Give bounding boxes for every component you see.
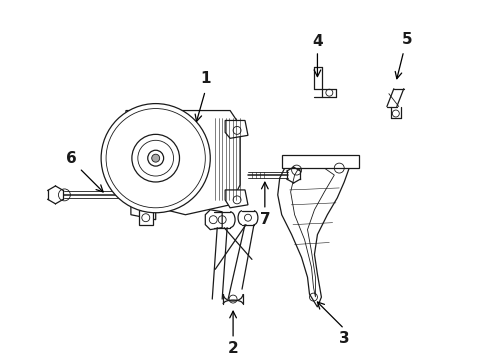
Text: 1: 1 <box>200 71 211 86</box>
Polygon shape <box>282 155 359 168</box>
Circle shape <box>132 134 179 182</box>
Text: 5: 5 <box>401 32 412 46</box>
Text: 3: 3 <box>339 331 349 346</box>
Text: 7: 7 <box>260 212 270 227</box>
Text: 2: 2 <box>228 341 239 356</box>
Polygon shape <box>126 111 240 215</box>
Circle shape <box>101 104 210 213</box>
Polygon shape <box>225 121 248 138</box>
Circle shape <box>148 150 164 166</box>
Polygon shape <box>139 210 153 225</box>
Circle shape <box>152 154 160 162</box>
Polygon shape <box>131 200 156 220</box>
Text: 4: 4 <box>312 33 323 49</box>
Polygon shape <box>278 158 349 307</box>
Text: 6: 6 <box>66 151 77 166</box>
Polygon shape <box>205 210 222 230</box>
Polygon shape <box>225 190 248 208</box>
